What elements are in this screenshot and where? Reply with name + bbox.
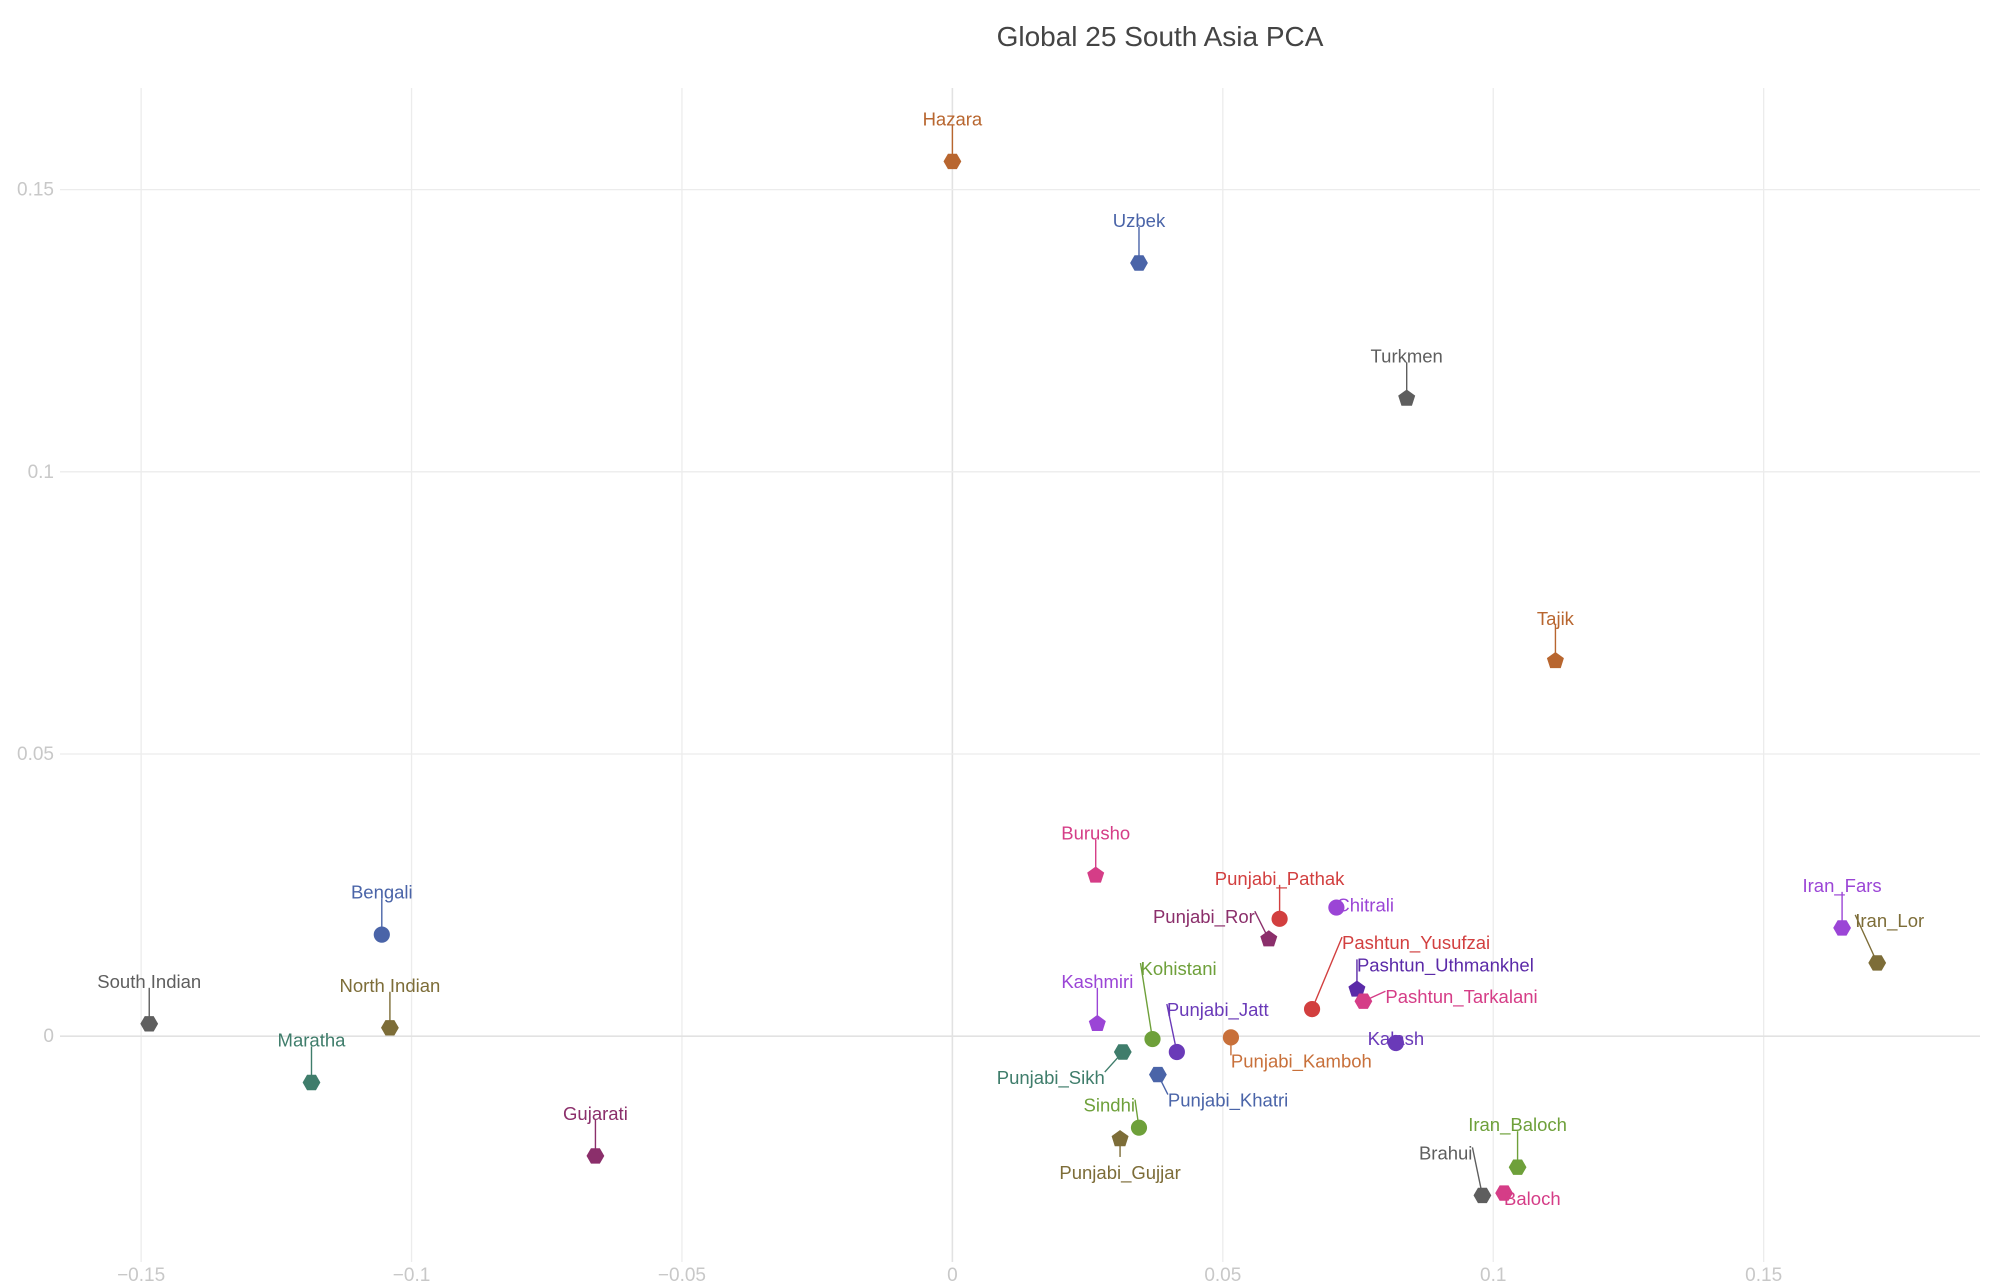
- point-punjabi-pathak[interactable]: [1271, 910, 1288, 927]
- leader-line-pashtun-yusufzai: [1311, 936, 1343, 1010]
- point-label-punjabi-ror: Punjabi_Ror: [1153, 906, 1255, 928]
- point-label-iran-lor: Iran_Lor: [1855, 910, 1924, 932]
- x-tick-label: 0.15: [1745, 1265, 1782, 1286]
- point-label-baloch: Baloch: [1504, 1188, 1561, 1209]
- x-tick-label: 0.05: [1204, 1265, 1241, 1286]
- point-iran-fars[interactable]: [1833, 920, 1851, 936]
- point-label-bengali: Bengali: [351, 882, 413, 903]
- point-label-brahui: Brahui: [1419, 1142, 1472, 1163]
- y-tick-label: 0.15: [17, 180, 54, 201]
- point-label-turkmen: Turkmen: [1371, 345, 1443, 366]
- grid-layer: [60, 88, 1980, 1262]
- y-tick-label: 0.05: [17, 744, 54, 765]
- point-punjabi-gujjar[interactable]: [1111, 1130, 1129, 1147]
- x-tick-label: −0.1: [393, 1265, 431, 1286]
- point-label-iran-baloch: Iran_Baloch: [1468, 1114, 1567, 1136]
- x-tick-label: −0.15: [117, 1265, 165, 1286]
- x-tick-label: 0: [947, 1265, 958, 1286]
- point-bengali[interactable]: [373, 926, 390, 943]
- point-punjabi-khatri[interactable]: [1149, 1066, 1167, 1083]
- leader-lines: [148, 125, 1878, 1196]
- point-label-pashtun-tarkalani: Pashtun_Tarkalani: [1385, 986, 1537, 1008]
- y-tick-label: 0: [43, 1026, 54, 1047]
- point-label-punjabi-khatri: Punjabi_Khatri: [1168, 1090, 1288, 1112]
- data-points: [140, 153, 1887, 1204]
- x-tick-label: −0.05: [658, 1265, 706, 1286]
- point-label-maratha: Maratha: [278, 1030, 347, 1051]
- point-kohistani[interactable]: [1144, 1030, 1161, 1048]
- point-gujarati[interactable]: [586, 1148, 605, 1164]
- point-north-indian[interactable]: [381, 1020, 399, 1036]
- leader-line-iran-lor: [1854, 914, 1878, 964]
- point-label-chitrali: Chitrali: [1336, 895, 1394, 916]
- point-label-gujarati: Gujarati: [563, 1103, 628, 1124]
- point-turkmen[interactable]: [1398, 389, 1416, 406]
- point-label-south-indian: South Indian: [97, 971, 201, 992]
- point-label-punjabi-sikh: Punjabi_Sikh: [997, 1067, 1105, 1089]
- point-pashtun-tarkalani[interactable]: [1354, 993, 1373, 1009]
- point-label-kashmiri: Kashmiri: [1061, 971, 1133, 992]
- point-label-north-indian: North Indian: [340, 975, 441, 996]
- point-iran-baloch[interactable]: [1508, 1159, 1527, 1175]
- point-iran-lor[interactable]: [1868, 955, 1887, 971]
- point-punjabi-kamboh[interactable]: [1222, 1029, 1240, 1046]
- point-label-punjabi-pathak: Punjabi_Pathak: [1215, 868, 1345, 890]
- point-punjabi-ror[interactable]: [1260, 930, 1278, 947]
- tick-labels: −0.15 −0.1 −0.05 0 0.05 0.1 0.15 0 0.05 0.1 0.15: [17, 180, 1782, 1286]
- chart-title: Global 25 South Asia PCA: [997, 21, 1324, 52]
- point-uzbek[interactable]: [1130, 255, 1148, 271]
- point-hazara[interactable]: [943, 153, 962, 170]
- leader-line-brahui: [1471, 1147, 1484, 1196]
- point-chitrali[interactable]: [1328, 899, 1345, 916]
- leader-line-punjabi-jatt: [1166, 1003, 1178, 1053]
- x-tick-label: 0.1: [1480, 1265, 1506, 1286]
- point-labels: Hazara Uzbek Turkmen Tajik Burusho Bengali Sou…: [97, 108, 1924, 1209]
- point-tajik[interactable]: [1546, 651, 1564, 669]
- point-label-burusho: Burusho: [1061, 822, 1130, 843]
- point-label-sindhi: Sindhi: [1084, 1095, 1135, 1116]
- point-punjabi-jatt[interactable]: [1168, 1043, 1185, 1061]
- point-label-kohistani: Kohistani: [1141, 958, 1217, 979]
- point-punjabi-sikh[interactable]: [1113, 1044, 1132, 1060]
- point-kalash[interactable]: [1387, 1034, 1404, 1052]
- y-tick-label: 0.1: [28, 462, 54, 483]
- point-label-punjabi-gujjar: Punjabi_Gujjar: [1059, 1162, 1180, 1184]
- point-kashmiri[interactable]: [1088, 1014, 1106, 1032]
- point-brahui[interactable]: [1473, 1187, 1492, 1204]
- point-baloch[interactable]: [1495, 1185, 1513, 1201]
- point-label-punjabi-kamboh: Punjabi_Kamboh: [1231, 1050, 1372, 1072]
- point-label-tajik: Tajik: [1537, 608, 1575, 629]
- point-label-iran-fars: Iran_Fars: [1802, 875, 1881, 897]
- point-label-punjabi-jatt: Punjabi_Jatt: [1167, 999, 1269, 1021]
- point-sindhi[interactable]: [1130, 1119, 1148, 1136]
- point-burusho[interactable]: [1087, 866, 1105, 883]
- point-label-pashtun-uthmankhel: Pashtun_Uthmankhel: [1357, 954, 1534, 976]
- leader-line-kohistani: [1139, 962, 1154, 1040]
- point-label-pashtun-yusufzai: Pashtun_Yusufzai: [1342, 932, 1490, 954]
- point-label-hazara: Hazara: [923, 108, 983, 129]
- point-label-kalash: Kalash: [1368, 1028, 1425, 1049]
- point-maratha[interactable]: [302, 1074, 321, 1091]
- point-pashtun-yusufzai[interactable]: [1303, 1001, 1321, 1018]
- point-south-indian[interactable]: [140, 1016, 159, 1032]
- point-pashtun-uthmankhel[interactable]: [1348, 980, 1366, 997]
- point-label-uzbek: Uzbek: [1113, 210, 1166, 231]
